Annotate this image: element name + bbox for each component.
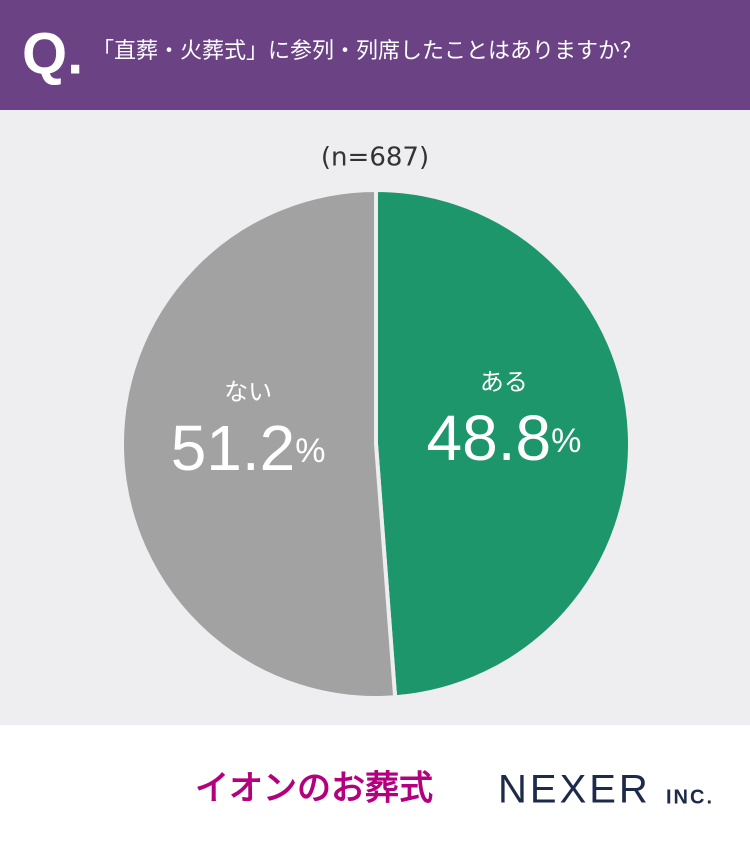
slice-value-label: 51.2% bbox=[171, 412, 326, 484]
slice-category-label: ある bbox=[480, 368, 528, 396]
company-suffix: INC. bbox=[666, 786, 714, 808]
pie-slice bbox=[374, 187, 632, 700]
footer-area bbox=[0, 725, 750, 855]
chart-subtitle: (n=687) bbox=[321, 143, 429, 173]
brand-logo: イオンのお葬式 bbox=[195, 769, 433, 809]
slice-value-label: 48.8% bbox=[427, 402, 582, 474]
pie-slice bbox=[120, 187, 398, 700]
question-title: 「直葬・火葬式」に参列・列席したことはありますか？ bbox=[92, 39, 642, 64]
q-mark: Q. bbox=[22, 21, 83, 86]
pie bbox=[120, 187, 632, 700]
company-logo: NEXER bbox=[498, 768, 651, 812]
slice-category-label: ない bbox=[224, 378, 272, 406]
header-bar bbox=[0, 0, 750, 110]
